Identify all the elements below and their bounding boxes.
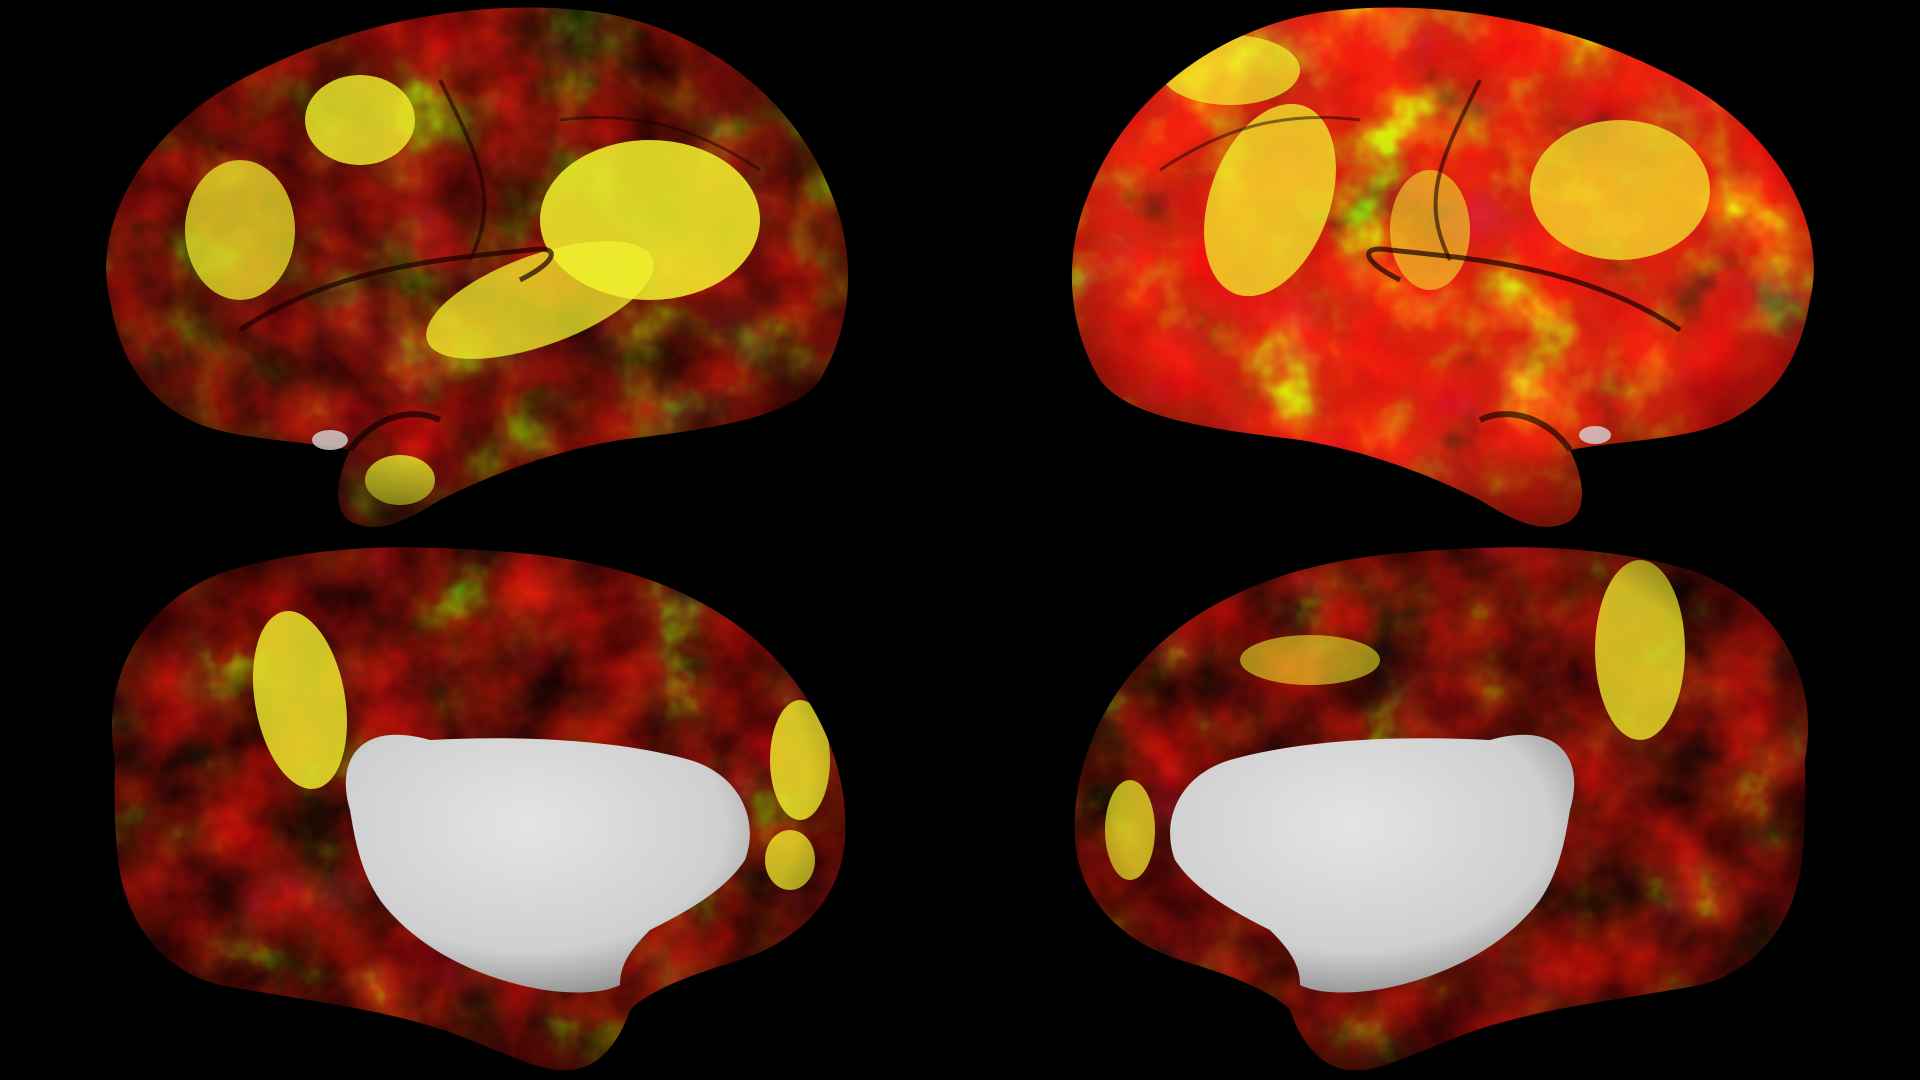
left-medial-hemisphere — [111, 547, 846, 1071]
medial-wall — [345, 734, 750, 993]
medial-wall — [1170, 734, 1575, 993]
right-medial-hemisphere — [1074, 547, 1809, 1071]
